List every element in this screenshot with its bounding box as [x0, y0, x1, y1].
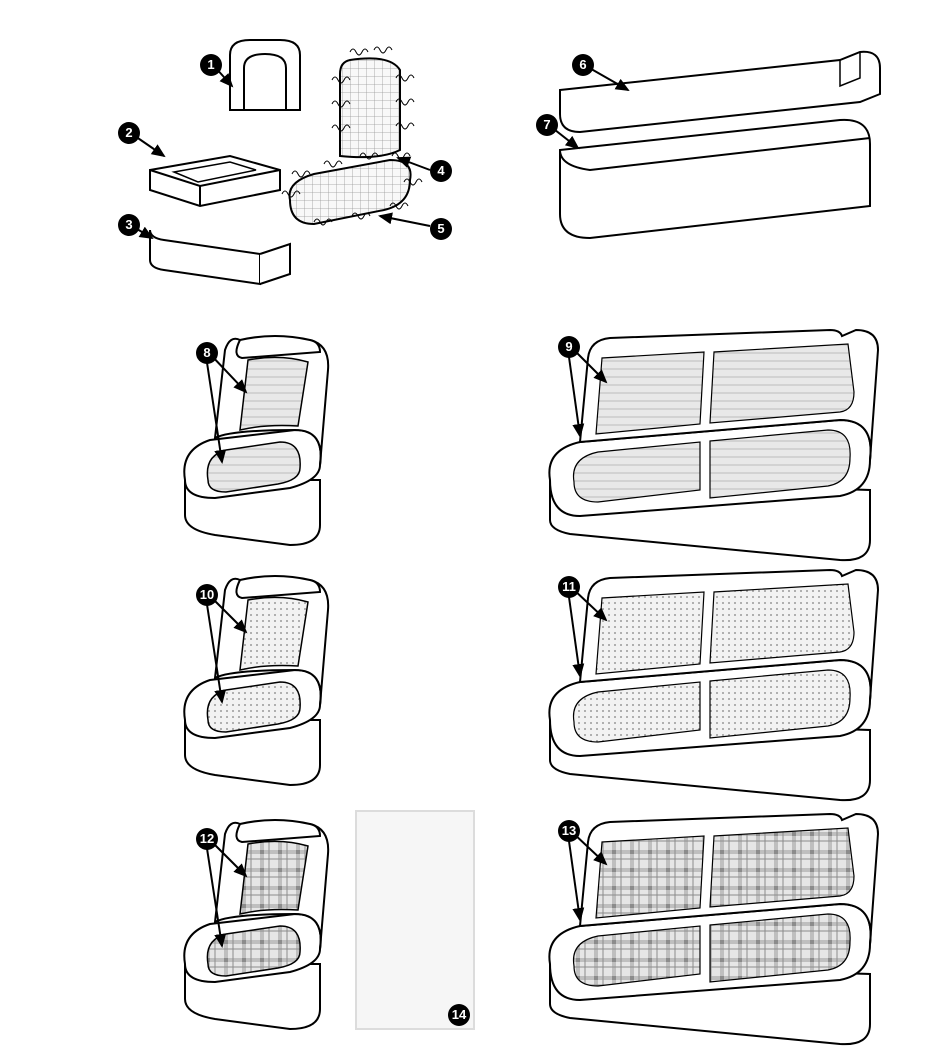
part-front-seat-vinyl [184, 336, 328, 545]
callout-2: 2 [118, 122, 140, 144]
parts-diagram-page: Meguiar's Carpet CLEANER [0, 0, 950, 1062]
callout-6: 6 [572, 54, 594, 76]
callout-10: 10 [196, 584, 218, 606]
callout-13: 13 [558, 820, 580, 842]
callout-3: 3 [118, 214, 140, 236]
callout-14: 14 [448, 1004, 470, 1026]
part-front-foams [150, 40, 300, 284]
callout-12: 12 [196, 828, 218, 850]
callout-8: 8 [196, 342, 218, 364]
callout-1: 1 [200, 54, 222, 76]
part-front-seat-cloth [184, 576, 328, 785]
part-rear-seat-cloth [549, 570, 878, 800]
part-rear-foams [560, 52, 880, 238]
callout-5: 5 [430, 218, 452, 240]
part-rear-seat-plaid [549, 814, 878, 1044]
callout-4: 4 [430, 160, 452, 182]
product-frame [355, 810, 475, 1030]
part-rear-seat-vinyl [549, 330, 878, 560]
part-front-diaphragms [282, 47, 422, 225]
diagram-canvas: Meguiar's Carpet CLEANER [0, 0, 950, 1062]
callout-7: 7 [536, 114, 558, 136]
callout-11: 11 [558, 576, 580, 598]
part-front-seat-plaid [184, 820, 328, 1029]
callout-9: 9 [558, 336, 580, 358]
